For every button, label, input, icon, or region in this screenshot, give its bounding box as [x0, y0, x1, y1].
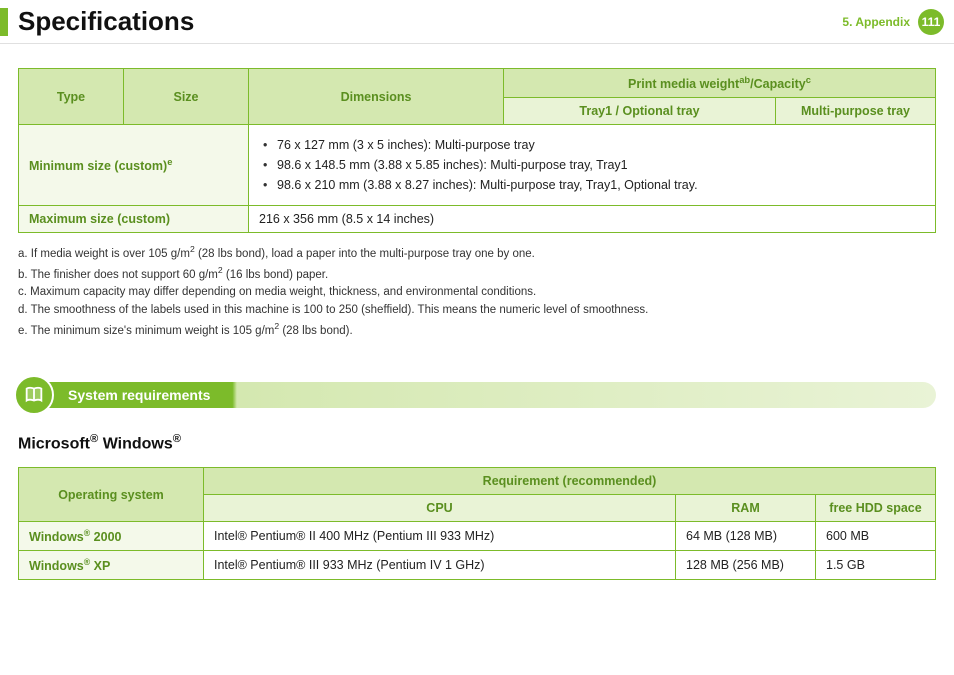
- weight-cap-text: Print media weight: [628, 77, 739, 91]
- os-cell: Windows® 2000: [19, 522, 204, 551]
- min-size-text: Minimum size (custom): [29, 159, 167, 173]
- col-type: Type: [19, 69, 124, 125]
- min-size-sup: e: [167, 157, 172, 167]
- col-cpu: CPU: [204, 495, 676, 522]
- footnote-e: e. The minimum size's minimum weight is …: [18, 320, 936, 341]
- title-accent-bar: [0, 8, 8, 36]
- ram-cell: 64 MB (128 MB): [676, 522, 816, 551]
- col-ram: RAM: [676, 495, 816, 522]
- cpu-cell: Intel® Pentium® II 400 MHz (Pentium III …: [204, 522, 676, 551]
- col-hdd: free HDD space: [816, 495, 936, 522]
- subsection-title: Microsoft® Windows®: [18, 433, 936, 453]
- header-left: Specifications: [0, 6, 194, 37]
- col-weight-capacity: Print media weightab/Capacityc: [504, 69, 936, 98]
- appendix-label: 5. Appendix: [842, 15, 910, 29]
- page-header: Specifications 5. Appendix 111: [0, 0, 954, 44]
- list-item: 98.6 x 210 mm (3.88 x 8.27 inches): Mult…: [259, 175, 925, 195]
- row-max-size-label: Maximum size (custom): [19, 206, 249, 233]
- footnote-c: c. Maximum capacity may differ depending…: [18, 284, 936, 302]
- min-size-bullets: 76 x 127 mm (3 x 5 inches): Multi-purpos…: [259, 131, 925, 199]
- footnote-b: b. The finisher does not support 60 g/m2…: [18, 264, 936, 285]
- col-size: Size: [124, 69, 249, 125]
- footnotes: a. If media weight is over 105 g/m2 (28 …: [18, 243, 936, 341]
- weight-cap-sep: /Capacity: [750, 77, 806, 91]
- ram-cell: 128 MB (256 MB): [676, 551, 816, 580]
- section-heading-pill: System requirements: [18, 379, 936, 411]
- weight-cap-sup2: c: [806, 75, 811, 85]
- footnote-d: d. The smoothness of the labels used in …: [18, 302, 936, 320]
- cpu-cell: Intel® Pentium® III 933 MHz (Pentium IV …: [204, 551, 676, 580]
- row-min-size-value: 76 x 127 mm (3 x 5 inches): Multi-purpos…: [249, 125, 936, 206]
- book-icon: [14, 375, 54, 415]
- hdd-cell: 1.5 GB: [816, 551, 936, 580]
- content-area: Type Size Dimensions Print media weighta…: [0, 68, 954, 580]
- table-row: Windows® XP Intel® Pentium® III 933 MHz …: [19, 551, 936, 580]
- row-min-size-label: Minimum size (custom)e: [19, 125, 249, 206]
- col-tray1: Tray1 / Optional tray: [504, 98, 776, 125]
- system-requirements-table: Operating system Requirement (recommende…: [18, 467, 936, 580]
- col-req: Requirement (recommended): [204, 468, 936, 495]
- section-title: System requirements: [34, 382, 936, 408]
- weight-cap-sup: ab: [739, 75, 750, 85]
- table-row: Windows® 2000 Intel® Pentium® II 400 MHz…: [19, 522, 936, 551]
- footnote-a: a. If media weight is over 105 g/m2 (28 …: [18, 243, 936, 264]
- media-spec-table: Type Size Dimensions Print media weighta…: [18, 68, 936, 233]
- list-item: 98.6 x 148.5 mm (3.88 x 5.85 inches): Mu…: [259, 155, 925, 175]
- list-item: 76 x 127 mm (3 x 5 inches): Multi-purpos…: [259, 135, 925, 155]
- col-os: Operating system: [19, 468, 204, 522]
- page-number-badge: 111: [918, 9, 944, 35]
- col-multi: Multi-purpose tray: [776, 98, 936, 125]
- os-cell: Windows® XP: [19, 551, 204, 580]
- col-dimensions: Dimensions: [249, 69, 504, 125]
- page-title: Specifications: [18, 6, 194, 37]
- row-max-size-value: 216 x 356 mm (8.5 x 14 inches): [249, 206, 936, 233]
- header-right: 5. Appendix 111: [842, 9, 954, 35]
- hdd-cell: 600 MB: [816, 522, 936, 551]
